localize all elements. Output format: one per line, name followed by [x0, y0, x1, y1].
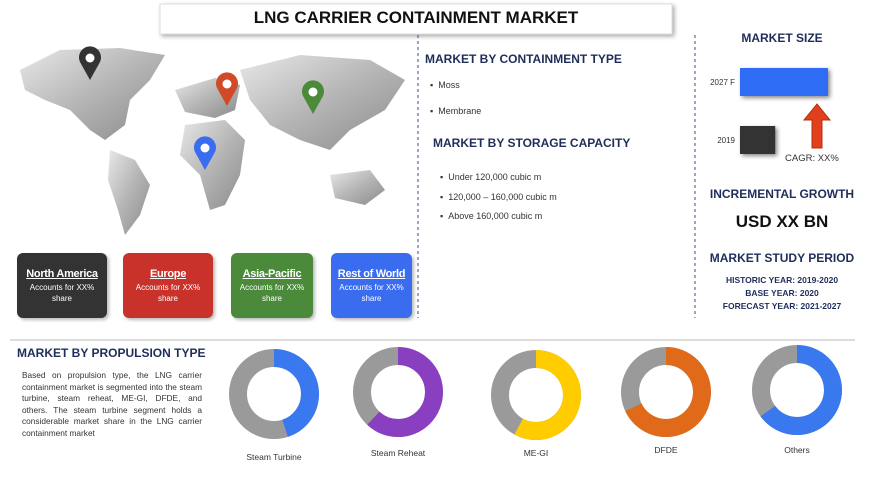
period-line: FORECAST YEAR: 2021-2027 — [722, 301, 842, 311]
region-card: Asia-Pacific Accounts for XX% share — [231, 253, 313, 318]
growth-arrow — [802, 103, 832, 149]
donut-segment — [621, 347, 711, 437]
region-card: Rest of World Accounts for XX% share — [331, 253, 412, 318]
region-share: Accounts for XX% share — [135, 283, 201, 303]
region-name: Asia-Pacific — [242, 268, 302, 280]
item-text: Moss — [438, 80, 460, 90]
world-map — [20, 48, 405, 235]
donut-label: Steam Reheat — [371, 448, 426, 458]
section-heading: MARKET BY CONTAINMENT TYPE — [425, 52, 622, 66]
section-heading: MARKET SIZE — [741, 31, 823, 45]
list-item: ▪ Moss — [430, 80, 460, 90]
donut-label: Steam Turbine — [246, 452, 302, 462]
section-heading: MARKET BY STORAGE CAPACITY — [433, 136, 631, 150]
item-text: Above 160,000 cubic m — [448, 211, 543, 221]
region-share: Accounts for XX% share — [239, 283, 305, 303]
donut-label: Others — [784, 445, 810, 455]
section-heading: INCREMENTAL GROWTH — [709, 187, 855, 201]
bar-label: 2027 F — [710, 78, 735, 87]
list-item: ▪ Above 160,000 cubic m — [440, 211, 543, 221]
item-text: Membrane — [438, 106, 482, 116]
donut-segment — [229, 349, 319, 439]
period-line: HISTORIC YEAR: 2019-2020 — [725, 275, 839, 285]
section-heading: MARKET STUDY PERIOD — [709, 251, 855, 265]
region-share: Accounts for XX% share — [29, 283, 95, 303]
section-heading: MARKET BY PROPULSION TYPE — [17, 346, 206, 360]
item-text: 120,000 – 160,000 cubic m — [448, 192, 557, 202]
donut-segment — [491, 350, 581, 440]
period-line: BASE YEAR: 2020 — [745, 288, 819, 298]
list-item: ▪ Under 120,000 cubic m — [440, 172, 542, 182]
description: Based on propulsion type, the LNG carrie… — [22, 370, 202, 438]
bar — [740, 126, 776, 154]
region-name: North America — [26, 268, 98, 280]
cagr: CAGR: XX% — [785, 153, 839, 164]
region-card: North America Accounts for XX% share — [17, 253, 107, 318]
bar-label: 2019 — [717, 136, 735, 145]
donut-segment — [752, 345, 842, 435]
region-card: Europe Accounts for XX% share — [123, 253, 213, 318]
donut-label: DFDE — [654, 445, 677, 455]
donut-label: ME-GI — [524, 448, 549, 458]
list-item: ▪ 120,000 – 160,000 cubic m — [440, 192, 557, 202]
bar — [740, 68, 828, 96]
region-share: Accounts for XX% share — [339, 283, 404, 303]
item-text: Under 120,000 cubic m — [448, 172, 542, 182]
region-name: Rest of World — [337, 268, 406, 280]
list-item: ▪ Membrane — [430, 106, 482, 116]
growth-value: USD XX BN — [735, 212, 829, 231]
donut-segment — [353, 347, 443, 437]
map-pins — [78, 46, 324, 170]
title-box — [159, 3, 673, 35]
region-name: Europe — [149, 268, 187, 280]
title: LNG CARRIER CONTAINMENT MARKET — [253, 8, 579, 27]
